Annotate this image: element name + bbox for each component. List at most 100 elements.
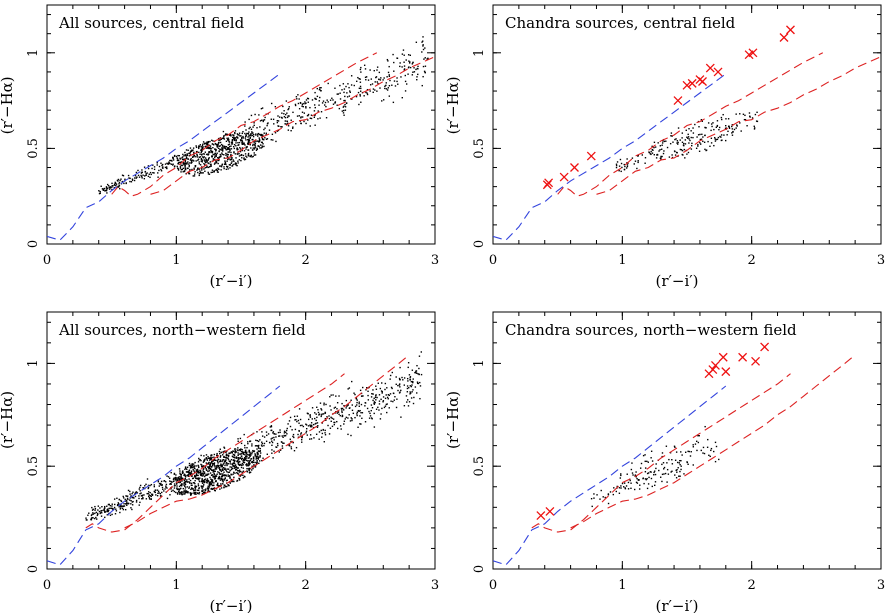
data-point: [217, 485, 219, 487]
x-marker: [673, 96, 683, 106]
data-point: [260, 141, 263, 144]
data-point: [203, 159, 205, 161]
data-point: [406, 401, 408, 403]
data-point: [249, 440, 252, 442]
data-point: [333, 407, 336, 409]
data-point: [209, 459, 211, 461]
data-point: [316, 95, 319, 98]
data-point: [269, 426, 272, 428]
data-point: [211, 456, 213, 459]
data-point: [192, 149, 194, 151]
data-point: [364, 405, 366, 407]
data-point: [366, 93, 369, 96]
data-point: [607, 502, 610, 505]
data-point: [111, 186, 113, 188]
data-point: [620, 162, 623, 165]
data-point: [176, 482, 178, 485]
plot-frame: [46, 4, 436, 245]
data-point: [356, 413, 358, 415]
red-dashed-track: [570, 356, 853, 529]
data-point: [728, 127, 731, 129]
y-tick-label: 1: [26, 359, 41, 367]
data-point: [235, 457, 238, 459]
data-point: [409, 393, 411, 395]
data-point: [209, 472, 212, 474]
data-point: [635, 471, 637, 473]
data-point: [390, 400, 392, 402]
data-point: [251, 134, 254, 137]
data-point: [317, 425, 319, 427]
data-point: [238, 134, 240, 136]
data-point: [116, 497, 118, 499]
data-point: [336, 412, 339, 414]
data-point: [376, 396, 378, 399]
data-point: [304, 102, 306, 105]
data-point: [140, 172, 143, 174]
data-point: [188, 472, 190, 474]
data-point: [252, 144, 254, 147]
data-point: [684, 157, 686, 159]
data-point: [236, 466, 238, 469]
data-point: [307, 101, 309, 103]
data-point: [319, 117, 321, 119]
data-point: [174, 484, 176, 487]
data-point: [324, 432, 326, 434]
data-point: [599, 498, 601, 500]
x-marker: [738, 352, 748, 362]
data-point: [699, 133, 701, 136]
data-point: [147, 495, 150, 497]
data-point: [245, 457, 247, 459]
data-point: [111, 513, 113, 516]
data-point: [687, 136, 690, 138]
data-point: [114, 513, 117, 515]
y-axis-title: (r′−Hα): [0, 76, 16, 134]
data-point: [165, 486, 167, 489]
data-point: [153, 172, 155, 174]
data-point: [248, 469, 251, 471]
data-point: [225, 451, 227, 454]
data-point: [212, 144, 215, 146]
data-point: [233, 460, 236, 462]
data-point: [359, 68, 362, 71]
data-point: [202, 485, 204, 487]
data-point: [242, 142, 244, 145]
data-point: [168, 162, 170, 164]
data-point: [699, 142, 701, 144]
data-point: [188, 464, 191, 467]
data-point: [373, 402, 375, 404]
data-point: [156, 494, 159, 497]
data-point: [235, 139, 238, 141]
data-point: [181, 493, 183, 495]
data-point: [257, 133, 259, 136]
data-point: [219, 469, 221, 472]
x-tick-label: 0: [43, 578, 51, 593]
data-point: [228, 145, 231, 148]
data-point: [98, 510, 101, 513]
data-point: [372, 389, 374, 391]
data-point: [653, 141, 656, 144]
data-point: [623, 163, 625, 166]
data-point: [399, 65, 401, 68]
data-point: [413, 67, 415, 69]
data-point: [252, 450, 255, 452]
data-point: [192, 156, 194, 158]
data-point: [111, 185, 113, 187]
data-point: [260, 119, 263, 121]
data-point: [270, 425, 273, 427]
data-point: [256, 431, 258, 433]
data-point: [253, 141, 256, 143]
data-point: [696, 449, 698, 452]
data-point: [157, 490, 160, 493]
data-points: [98, 36, 429, 195]
data-point: [247, 468, 250, 470]
plot-frame: [492, 4, 882, 245]
data-point: [198, 459, 201, 461]
data-point: [131, 508, 133, 511]
data-point: [360, 66, 362, 69]
data-point: [177, 490, 180, 493]
data-point: [294, 103, 297, 106]
data-point: [131, 496, 134, 499]
data-point: [256, 148, 259, 150]
data-point: [185, 163, 187, 165]
data-point: [245, 139, 247, 141]
